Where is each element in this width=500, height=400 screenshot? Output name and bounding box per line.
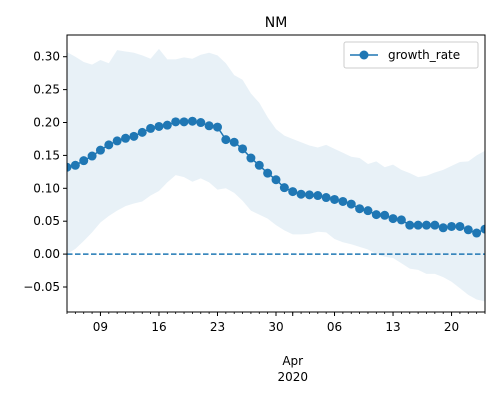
data-point bbox=[472, 228, 482, 238]
data-point bbox=[396, 215, 406, 225]
chart-title: NM bbox=[265, 15, 288, 31]
data-point bbox=[480, 224, 485, 234]
x-month-label: Apr bbox=[282, 354, 303, 368]
data-point bbox=[380, 210, 390, 220]
legend-box bbox=[343, 41, 479, 69]
data-point bbox=[95, 145, 105, 155]
data-point bbox=[162, 120, 172, 130]
data-point bbox=[413, 220, 423, 230]
data-point bbox=[246, 153, 256, 163]
y-tick-label: 0.25 bbox=[33, 83, 60, 97]
y-tick-label: 0.05 bbox=[33, 214, 60, 228]
x-tick-label: 20 bbox=[444, 320, 459, 334]
confidence-band bbox=[67, 48, 485, 302]
data-point bbox=[279, 183, 289, 193]
data-point bbox=[371, 210, 381, 220]
data-point bbox=[355, 204, 365, 214]
data-point bbox=[238, 144, 248, 154]
data-point bbox=[221, 135, 231, 145]
data-point bbox=[179, 117, 189, 127]
data-point bbox=[187, 116, 197, 126]
data-point bbox=[296, 189, 306, 199]
data-point bbox=[229, 137, 239, 147]
x-tick-label: 16 bbox=[151, 320, 166, 334]
y-tick-label: −0.05 bbox=[23, 280, 60, 294]
plot-area bbox=[67, 48, 485, 302]
growth-rate-points bbox=[67, 116, 485, 238]
data-point bbox=[321, 193, 331, 203]
data-point bbox=[421, 220, 431, 230]
data-point bbox=[313, 191, 323, 201]
data-point bbox=[463, 225, 473, 235]
data-point bbox=[79, 156, 89, 166]
x-tick-label: 13 bbox=[385, 320, 400, 334]
data-point bbox=[271, 175, 281, 185]
legend-marker bbox=[359, 50, 369, 60]
data-point bbox=[346, 199, 356, 209]
data-point bbox=[104, 140, 114, 150]
data-point bbox=[129, 131, 139, 141]
data-point bbox=[87, 151, 97, 161]
data-point bbox=[154, 121, 164, 131]
data-point bbox=[67, 162, 72, 172]
y-tick-label: 0.10 bbox=[33, 181, 60, 195]
data-point bbox=[330, 194, 340, 204]
data-point bbox=[254, 160, 264, 170]
data-point bbox=[70, 160, 80, 170]
y-tick-label: 0.15 bbox=[33, 148, 60, 162]
data-point bbox=[212, 122, 222, 132]
data-point bbox=[204, 121, 214, 131]
legend-label-growth-rate: growth_rate bbox=[388, 48, 460, 62]
data-point bbox=[304, 190, 314, 200]
data-point bbox=[263, 168, 273, 178]
data-point bbox=[447, 221, 457, 231]
data-point bbox=[196, 118, 206, 128]
data-point bbox=[288, 187, 298, 197]
data-point bbox=[430, 220, 440, 230]
x-tick-label: 23 bbox=[210, 320, 225, 334]
data-point bbox=[388, 214, 398, 224]
x-axis: 09 16 23 30 06 13 20 bbox=[66, 312, 486, 334]
x-tick-label: 30 bbox=[268, 320, 283, 334]
y-tick-label: 0.20 bbox=[33, 116, 60, 130]
data-point bbox=[171, 117, 181, 127]
data-point bbox=[455, 221, 465, 231]
y-tick-label: 0.30 bbox=[33, 50, 60, 64]
y-tick-label: 0.00 bbox=[33, 247, 60, 261]
data-point bbox=[112, 136, 122, 146]
y-axis: −0.05 0.00 0.05 0.10 0.15 0.20 0.25 0.30 bbox=[23, 50, 67, 294]
x-year-label: 2020 bbox=[277, 370, 308, 384]
data-point bbox=[146, 123, 156, 133]
data-point bbox=[438, 223, 448, 233]
data-point bbox=[121, 133, 131, 143]
data-point bbox=[405, 220, 415, 230]
data-point bbox=[363, 206, 373, 216]
data-point bbox=[137, 127, 147, 137]
data-point bbox=[338, 196, 348, 206]
x-tick-label: 09 bbox=[93, 320, 108, 334]
x-tick-label: 06 bbox=[327, 320, 342, 334]
legend: growth_rate bbox=[343, 41, 479, 69]
